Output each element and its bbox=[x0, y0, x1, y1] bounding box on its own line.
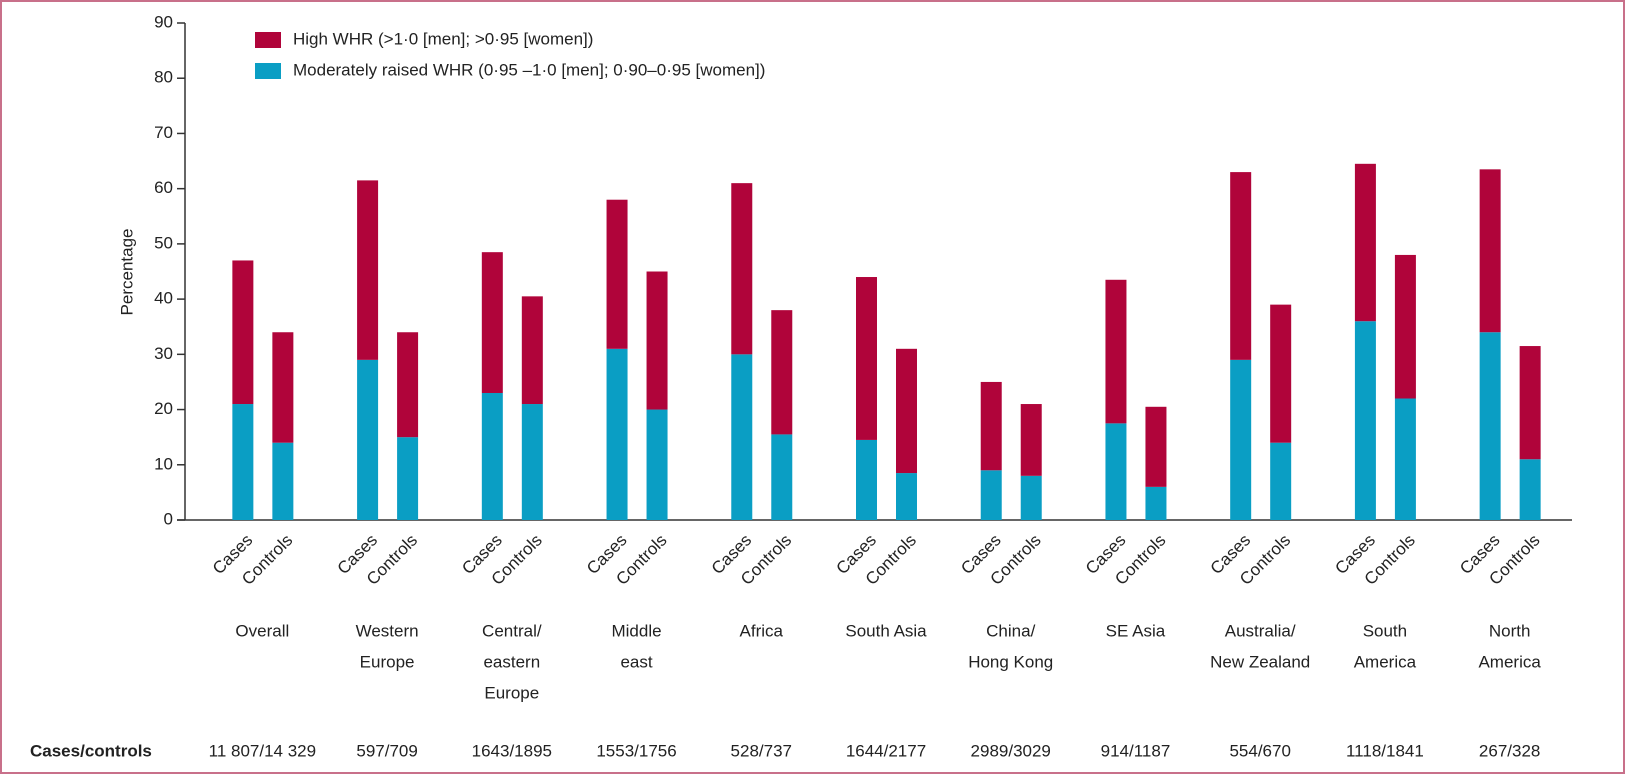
bar-segment bbox=[272, 332, 294, 443]
sample-size: 1643/1895 bbox=[472, 741, 552, 760]
sample-size: 1644/2177 bbox=[846, 741, 926, 760]
y-tick-label: 0 bbox=[164, 509, 173, 528]
sample-size: 554/670 bbox=[1229, 741, 1290, 760]
bar-segment bbox=[397, 437, 419, 520]
bar-segment bbox=[1020, 475, 1042, 520]
legend-label: High WHR (>1·0 [men]; >0·95 [women]) bbox=[293, 29, 593, 48]
bar-segment bbox=[1270, 442, 1292, 520]
y-tick-label: 80 bbox=[154, 68, 173, 87]
sample-size: 2989/3029 bbox=[971, 741, 1051, 760]
bar-segment bbox=[1105, 423, 1127, 520]
group-label: Africa bbox=[740, 621, 784, 640]
bar-segment bbox=[1394, 254, 1416, 399]
y-tick-label: 30 bbox=[154, 344, 173, 363]
legend-swatch bbox=[255, 32, 281, 48]
bar-segment bbox=[731, 354, 753, 520]
bar-segment bbox=[232, 260, 254, 405]
bar-segment bbox=[1479, 169, 1501, 333]
group-label: Australia/ bbox=[1225, 621, 1296, 640]
y-axis-label: Percentage bbox=[117, 229, 136, 316]
group-label: eastern bbox=[483, 652, 540, 671]
group-label: America bbox=[1354, 652, 1417, 671]
bar-segment bbox=[1519, 346, 1541, 460]
bar-segment bbox=[1354, 163, 1376, 322]
group-label: Europe bbox=[360, 652, 415, 671]
bar-segment bbox=[771, 310, 793, 435]
sample-size: 11 807/14 329 bbox=[209, 741, 316, 760]
group-label: Western bbox=[356, 621, 419, 640]
group-label: Hong Kong bbox=[968, 652, 1053, 671]
sample-size: 1553/1756 bbox=[596, 741, 676, 760]
bar-segment bbox=[521, 296, 543, 405]
bar-segment bbox=[646, 409, 668, 520]
group-label: Middle bbox=[611, 621, 661, 640]
group-label: America bbox=[1478, 652, 1541, 671]
group-label: New Zealand bbox=[1210, 652, 1310, 671]
group-label: Overall bbox=[235, 621, 289, 640]
bar-segment bbox=[1230, 172, 1252, 360]
y-tick-label: 10 bbox=[154, 454, 173, 473]
bar-segment bbox=[1270, 304, 1292, 443]
bar-segment bbox=[272, 442, 294, 520]
group-label: China/ bbox=[986, 621, 1035, 640]
bar-segment bbox=[1354, 321, 1376, 520]
bar-segment bbox=[1479, 332, 1501, 520]
group-label: east bbox=[620, 652, 652, 671]
legend-swatch bbox=[255, 63, 281, 79]
bar-segment bbox=[856, 277, 877, 440]
bar-segment bbox=[357, 359, 379, 520]
group-label: Europe bbox=[484, 683, 539, 702]
bar-segment bbox=[1105, 279, 1127, 424]
sample-size: 528/737 bbox=[731, 741, 792, 760]
bar-segment bbox=[397, 332, 419, 438]
bar-segment bbox=[1145, 486, 1167, 520]
group-label: North bbox=[1489, 621, 1531, 640]
y-tick-label: 60 bbox=[154, 178, 173, 197]
bar-segment bbox=[1020, 404, 1042, 476]
group-label: South bbox=[1363, 621, 1407, 640]
y-tick-label: 50 bbox=[154, 233, 173, 252]
sample-size-label: Cases/controls bbox=[30, 741, 152, 760]
bar-segment bbox=[357, 180, 379, 360]
bar-segment bbox=[771, 434, 793, 520]
sample-size: 267/328 bbox=[1479, 741, 1540, 760]
group-label: SE Asia bbox=[1106, 621, 1166, 640]
bar-segment bbox=[731, 183, 753, 355]
y-tick-label: 40 bbox=[154, 289, 173, 308]
bar-segment bbox=[1230, 359, 1252, 520]
sample-size: 1118/1841 bbox=[1346, 741, 1424, 760]
bar-segment bbox=[1145, 406, 1167, 487]
bar-segment bbox=[606, 199, 628, 349]
bar-segment bbox=[481, 252, 503, 393]
bar-segment bbox=[1519, 459, 1541, 520]
bar-segment bbox=[896, 473, 917, 520]
group-label: South Asia bbox=[845, 621, 927, 640]
bar-segment bbox=[856, 439, 877, 520]
bar-segment bbox=[646, 271, 668, 410]
y-tick-label: 70 bbox=[154, 123, 173, 142]
bar-segment bbox=[1394, 398, 1416, 520]
y-tick-label: 90 bbox=[154, 12, 173, 31]
bar-segment bbox=[896, 348, 917, 474]
bar-segment bbox=[481, 392, 503, 520]
bar-segment bbox=[232, 404, 254, 520]
sample-size: 914/1187 bbox=[1101, 741, 1171, 760]
bar-segment bbox=[980, 381, 1002, 471]
y-tick-label: 20 bbox=[154, 399, 173, 418]
bar-segment bbox=[980, 470, 1002, 520]
legend-label: Moderately raised WHR (0·95 –1·0 [men]; … bbox=[293, 60, 765, 79]
sample-size: 597/709 bbox=[356, 741, 417, 760]
bar-segment bbox=[521, 404, 543, 520]
bar-segment bbox=[606, 348, 628, 520]
group-label: Central/ bbox=[482, 621, 542, 640]
